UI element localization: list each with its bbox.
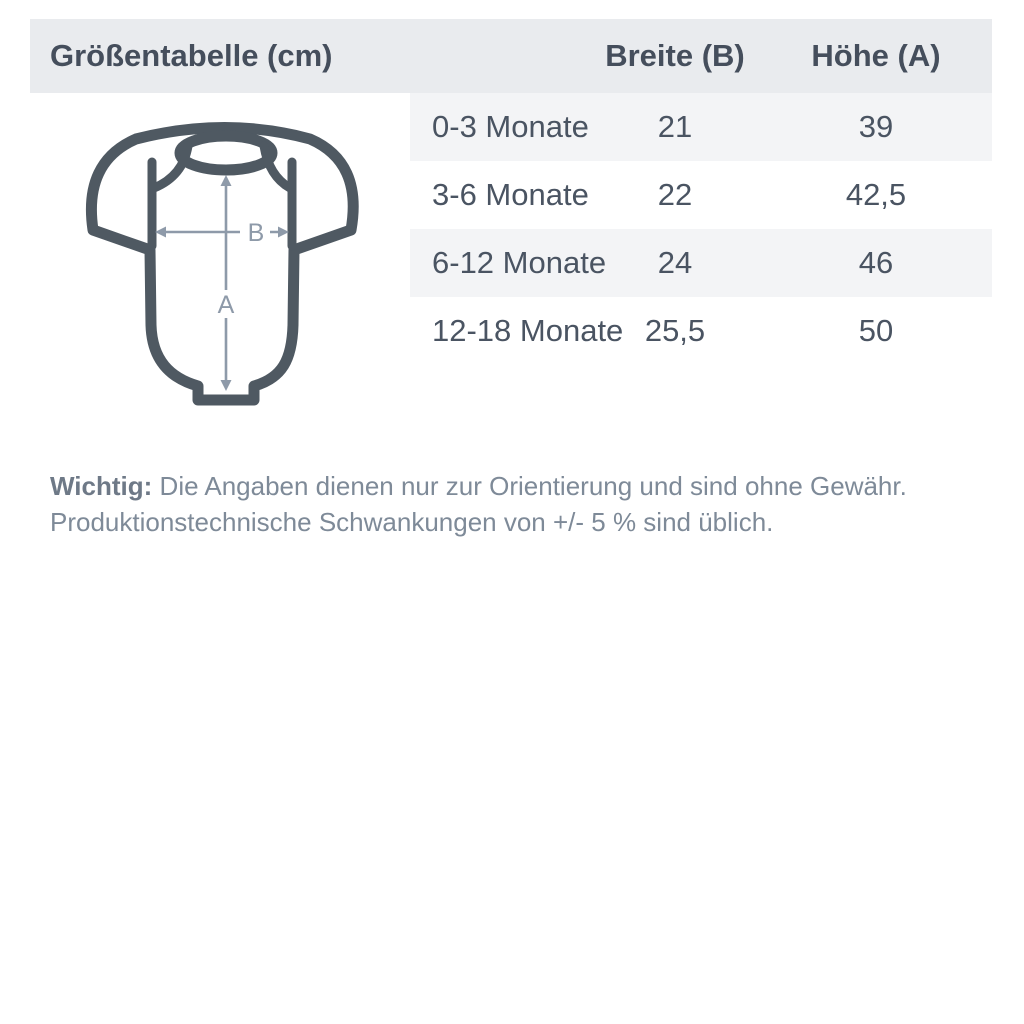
size-table: 0-3 Monate 21 39 3-6 Monate 22 42,5 6-12… [410,93,992,365]
size-label-cell: 0-3 Monate [432,109,589,144]
shoulder-seam-right-icon [259,141,297,251]
height-value-cell: 46 [858,245,894,280]
baby-bodysuit-diagram: A B [85,122,359,406]
size-chart-header: Größentabelle (cm) Breite (B) Höhe (A) [30,19,992,93]
size-label-cell: 12-18 Monate [432,313,624,348]
width-value-cell: 21 [657,109,693,144]
disclaimer-line1: Die Angaben dienen nur zur Orientierung … [159,471,907,501]
height-label: A [218,291,235,319]
width-label: B [248,219,265,247]
size-label-cell: 3-6 Monate [432,177,589,212]
page-title: Größentabelle (cm) [50,38,333,73]
table-row: 0-3 Monate 21 39 [410,93,992,161]
height-value-cell: 39 [858,109,894,144]
width-value-cell: 24 [657,245,693,280]
neck-opening-icon [174,130,278,176]
column-header-breite: Breite (B) [605,38,745,73]
width-arrow: B [155,219,289,247]
table-row: 6-12 Monate 24 46 [410,229,992,297]
column-header-hoehe: Höhe (A) [811,38,941,73]
height-value-cell: 50 [858,313,894,348]
disclaimer-note: Wichtig: Die Angaben dienen nur zur Orie… [50,468,980,540]
width-value-cell: 22 [657,177,693,212]
shoulder-seam-left-icon [147,141,193,251]
table-row: 3-6 Monate 22 42,5 [410,161,992,229]
disclaimer-line2: Produktionstechnische Schwankungen von +… [50,507,774,537]
width-value-cell: 25,5 [644,313,706,348]
height-arrow: A [218,175,235,391]
disclaimer-label: Wichtig: [50,471,153,501]
size-label-cell: 6-12 Monate [432,245,607,280]
height-value-cell: 42,5 [845,177,907,212]
table-row: 12-18 Monate 25,5 50 [410,297,992,365]
